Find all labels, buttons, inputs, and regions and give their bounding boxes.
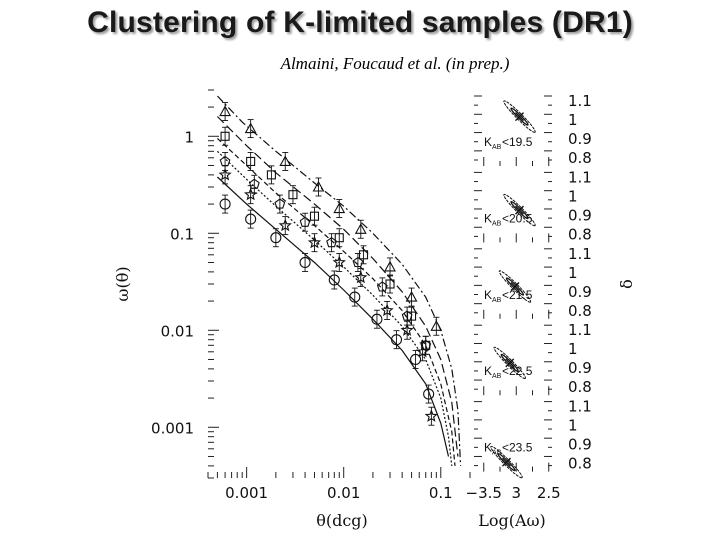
panel-label-cut: <20.5 <box>502 211 533 225</box>
side-y-tick-label: 1 <box>568 417 578 435</box>
panel-label: K <box>484 211 492 225</box>
side-y-tick-label: 1.1 <box>568 321 592 339</box>
best-fit-marker <box>505 358 515 368</box>
panel-label-cut: <21.5 <box>502 288 533 302</box>
side-y-tick-label: 1 <box>568 187 578 205</box>
side-x-axis-label: Log(Aω) <box>478 511 546 530</box>
side-y-tick-label: 0.8 <box>568 455 592 473</box>
side-y-tick-label: 0.9 <box>568 130 592 148</box>
side-y-tick-label: 1.1 <box>568 168 592 186</box>
panel-label-cut: <19.5 <box>502 135 533 149</box>
side-y-tick-label: 0.9 <box>568 283 592 301</box>
y-tick-label: 0.001 <box>151 419 194 437</box>
x-tick-label: 0.001 <box>225 484 268 502</box>
side-y-tick-label: 0.9 <box>568 436 592 454</box>
side-x-tick-label: 3 <box>511 484 521 502</box>
main-x-axis-label: θ(dcg) <box>316 511 368 530</box>
best-fit-marker <box>515 205 524 215</box>
side-y-tick-label: 0.8 <box>568 302 592 320</box>
side-y-tick-label: 0.9 <box>568 359 592 377</box>
fit-line <box>216 176 450 457</box>
side-y-tick-label: 0.9 <box>568 206 592 224</box>
slide-subtitle: Almaini, Foucaud et al. (in prep.) <box>280 54 510 73</box>
side-y-tick-label: 1.1 <box>568 398 592 416</box>
main-plot: 0.001 0.01 0.1 1 0.1 0.01 0.001 <box>151 89 471 502</box>
side-y-tick-label: 1 <box>568 111 578 129</box>
side-y-tick-label: 1 <box>568 340 578 358</box>
side-y-tick-label: 1.1 <box>568 245 592 263</box>
panel-label: K <box>484 135 492 149</box>
y-tick-label: 1 <box>184 128 194 146</box>
side-y-tick-label: 0.8 <box>568 378 592 396</box>
best-fit-marker <box>510 282 520 291</box>
x-tick-label: 0.01 <box>327 484 360 502</box>
side-y-axis-label: δ <box>617 279 636 289</box>
panel-label-subscript: AB <box>492 297 502 304</box>
side-plot: K AB <19.5K AB <20.5K AB <21.5K AB <22.5K AB <23.5… <box>466 92 592 502</box>
fit-line <box>216 116 459 457</box>
panel-label: K <box>484 288 492 302</box>
y-tick-label: 0.01 <box>161 322 194 340</box>
fit-line <box>216 150 453 466</box>
panel-label-subscript: AB <box>492 144 502 151</box>
panel-label-cut: <23.5 <box>502 441 533 455</box>
main-y-axis-label: ω(θ) <box>113 266 132 301</box>
panel-label-subscript: AB <box>492 450 502 457</box>
x-tick-label: 0.1 <box>429 484 453 502</box>
panel-label: K <box>484 364 492 378</box>
panel-label-subscript: AB <box>492 220 502 227</box>
panel-label: K <box>484 441 492 455</box>
side-x-tick-label: 2.5 <box>537 484 561 502</box>
side-y-tick-label: 1 <box>568 264 578 282</box>
side-y-tick-label: 1.1 <box>568 92 592 110</box>
side-y-tick-label: 0.8 <box>568 149 592 167</box>
y-tick-label: 0.1 <box>170 225 194 243</box>
side-x-tick-label: −3.5 <box>466 484 502 502</box>
side-y-tick-label: 0.8 <box>568 225 592 243</box>
best-fit-marker <box>502 457 511 467</box>
best-fit-marker <box>515 112 524 122</box>
panel-label-subscript: AB <box>492 373 502 380</box>
slide-title: Clustering of K-limited samples (DR1) <box>87 6 633 39</box>
fit-line <box>216 137 456 466</box>
fit-line <box>216 95 462 466</box>
